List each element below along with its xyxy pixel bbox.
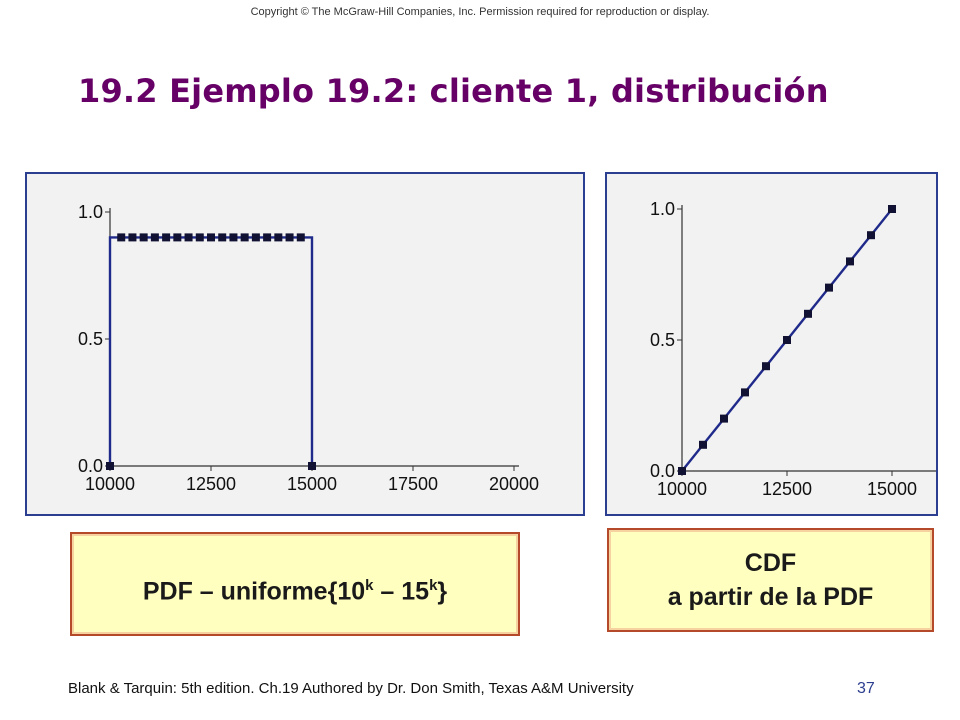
x-tick-label: 17500 xyxy=(388,474,438,494)
data-point-marker xyxy=(741,388,749,397)
pdf-caption-suffix: } xyxy=(437,577,448,606)
data-point-marker xyxy=(150,233,159,242)
x-tick-label: 12500 xyxy=(186,474,236,494)
x-tick-label: 15000 xyxy=(867,479,917,499)
data-point-marker xyxy=(762,362,770,371)
cdf-chart: 10000 12500 15000 0.0 0.5 1.0 xyxy=(650,199,936,499)
data-point-marker xyxy=(263,233,272,242)
pdf-caption-mid: – 15 xyxy=(373,577,430,606)
y-tick-label: 0.0 xyxy=(650,461,675,481)
pdf-caption-box: PDF – uniforme{10k – 15k} xyxy=(70,532,520,636)
data-point-marker xyxy=(240,233,249,242)
pdf-chart: 10000 12500 15000 17500 20000 0.0 0.5 1.0 xyxy=(78,202,539,494)
data-point-marker xyxy=(117,233,126,242)
x-tick-label: 12500 xyxy=(762,479,812,499)
data-point-marker xyxy=(218,233,227,242)
data-point-marker xyxy=(846,257,854,266)
pdf-caption-sup-k1: k xyxy=(365,577,374,594)
cdf-chart-frame: 10000 12500 15000 0.0 0.5 1.0 xyxy=(605,172,938,516)
data-point-marker xyxy=(184,233,193,242)
cdf-caption-line1: CDF xyxy=(744,549,797,577)
data-point-marker xyxy=(139,233,148,242)
x-tick-label: 10000 xyxy=(657,479,707,499)
data-point-marker xyxy=(162,233,171,242)
copyright-notice: Copyright © The McGraw-Hill Companies, I… xyxy=(250,6,710,18)
slide-title: 19.2 Ejemplo 19.2: cliente 1, distribuci… xyxy=(78,72,829,110)
data-point-marker xyxy=(867,231,875,240)
data-point-marker xyxy=(888,205,896,213)
data-point-marker xyxy=(229,233,238,242)
y-tick-label: 1.0 xyxy=(650,199,675,219)
pdf-chart-frame: 10000 12500 15000 17500 20000 0.0 0.5 1.0 xyxy=(25,172,585,516)
data-point-marker xyxy=(251,233,260,242)
x-tick-label: 10000 xyxy=(85,474,135,494)
cdf-caption-line2: a partir de la PDF xyxy=(667,583,874,611)
data-point-marker xyxy=(783,336,791,344)
data-point-marker xyxy=(804,309,812,318)
data-point-marker xyxy=(720,414,728,423)
data-point-marker xyxy=(106,462,114,470)
y-tick-label: 0.5 xyxy=(650,330,675,350)
footer-credit: Blank & Tarquin: 5th edition. Ch.19 Auth… xyxy=(68,680,634,697)
data-point-marker xyxy=(699,440,707,449)
y-tick-label: 0.5 xyxy=(78,329,103,349)
data-point-marker xyxy=(678,467,686,475)
data-point-marker xyxy=(173,233,182,242)
cdf-caption-box: CDF a partir de la PDF xyxy=(607,528,934,632)
x-tick-label: 20000 xyxy=(489,474,539,494)
pdf-caption-sup-k2: k xyxy=(429,577,438,594)
x-tick-label: 15000 xyxy=(287,474,337,494)
y-tick-label: 0.0 xyxy=(78,456,103,476)
data-point-marker xyxy=(825,283,833,292)
series-line xyxy=(108,236,314,466)
data-point-marker xyxy=(296,233,305,242)
data-point-marker xyxy=(207,233,215,242)
page-number: 37 xyxy=(857,680,875,697)
data-point-marker xyxy=(308,462,316,470)
data-point-marker xyxy=(195,233,204,242)
data-point-marker xyxy=(285,233,294,242)
y-tick-label: 1.0 xyxy=(78,202,103,222)
data-point-marker xyxy=(128,233,137,242)
data-point-marker xyxy=(274,233,283,242)
pdf-caption-prefix: PDF – uniforme{10 xyxy=(142,577,366,606)
